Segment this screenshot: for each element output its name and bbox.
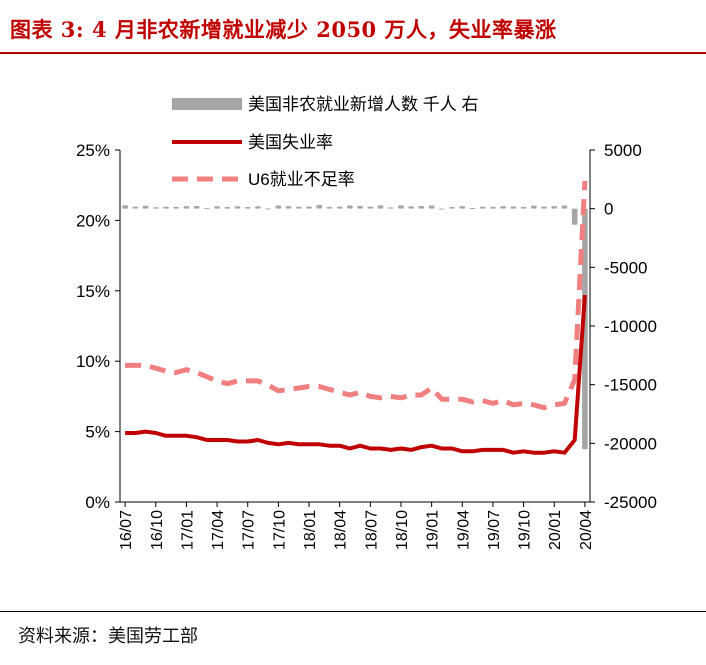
- bar-18/10: [398, 205, 404, 209]
- legend-label: 美国非农就业新增人数 千人 右: [248, 95, 478, 114]
- left-axis-tick-label: 20%: [76, 211, 110, 230]
- left-axis-tick-label: 0%: [85, 493, 110, 512]
- bar-16/07: [122, 205, 128, 209]
- bar-17/01: [183, 206, 190, 209]
- bar-16/11: [163, 206, 169, 209]
- bar-19/09: [510, 206, 517, 209]
- bar-17/09: [265, 208, 271, 210]
- right-axis-tick-label: -10000: [604, 317, 657, 336]
- title-divider: [0, 52, 706, 54]
- bar-17/02: [193, 205, 200, 209]
- top-strip: [0, 0, 706, 5]
- bar-20/02: [561, 205, 568, 209]
- x-axis-tick-label: 17/10: [271, 510, 288, 550]
- bar-19/05: [469, 207, 476, 209]
- bar-17/10: [275, 205, 282, 209]
- x-axis-tick-label: 16/07: [118, 510, 135, 550]
- left-axis-tick-label: 5%: [85, 423, 110, 442]
- bar-18/08: [377, 205, 384, 209]
- x-axis-tick-label: 16/10: [149, 510, 166, 550]
- bar-18/03: [326, 206, 333, 209]
- right-axis-tick-label: -25000: [604, 493, 657, 512]
- right-axis-tick-label: -20000: [604, 434, 657, 453]
- bar-19/06: [479, 206, 486, 209]
- bar-17/12: [295, 206, 302, 209]
- right-axis-tick-label: 5000: [604, 141, 642, 160]
- line-series: [125, 180, 588, 455]
- bar-16/12: [173, 206, 180, 209]
- page-title: 图表 3: 4 月非农新增就业减少 2050 万人，失业率暴涨: [10, 17, 557, 42]
- x-axis-tick-label: 19/07: [486, 510, 503, 550]
- x-axis-tick-label: 17/07: [241, 510, 258, 550]
- x-axis-tick-label: 18/01: [302, 510, 319, 550]
- x-axis-tick-label: 19/01: [425, 510, 442, 550]
- bar-18/12: [418, 206, 425, 209]
- bar-19/04: [459, 206, 466, 209]
- x-axis-tick-label: 20/01: [547, 510, 564, 550]
- x-axis-tick-label: 18/04: [333, 510, 350, 550]
- right-axis-tick-label: -15000: [604, 376, 657, 395]
- bar-16/09: [142, 205, 149, 209]
- bar-17/05: [224, 206, 231, 209]
- bar-16/10: [152, 207, 159, 209]
- right-axis-tick-label: 0: [604, 200, 613, 219]
- x-axis-tick-label: 17/01: [179, 510, 196, 550]
- bar-17/08: [255, 206, 261, 209]
- chart-axes: 0% 5% 10% 15% 20% 25% -25000 -20000 -15000 -10000…: [76, 141, 657, 550]
- bar-series: [122, 204, 588, 450]
- bar-18/06: [357, 205, 363, 209]
- bar-17/03: [204, 208, 210, 210]
- x-axis-tick-label: 20/04: [578, 510, 595, 550]
- bar-18/04: [336, 206, 343, 209]
- x-axis-tick-label: 17/04: [210, 510, 227, 550]
- bar-19/02: [439, 208, 445, 210]
- bar-18/09: [387, 207, 394, 209]
- legend-label: U6就业不足率: [248, 170, 355, 189]
- right-axis-tick-label: -5000: [604, 258, 647, 277]
- bar-19/03: [449, 206, 455, 209]
- bar-18/02: [316, 204, 323, 209]
- bar-17/11: [285, 206, 292, 209]
- bar-18/11: [408, 206, 415, 209]
- footer-divider: [0, 611, 706, 612]
- x-axis-tick-label: 18/10: [394, 510, 411, 550]
- x-axis-tick-label: 19/10: [517, 510, 534, 550]
- bar-16/08: [132, 206, 139, 209]
- bar-18/05: [347, 205, 353, 209]
- legend-swatch-bar: [172, 98, 242, 110]
- bar-17/07: [244, 207, 251, 209]
- bar-17/04: [214, 206, 220, 209]
- bar-19/11: [530, 205, 537, 209]
- bar-19/07: [490, 206, 496, 209]
- left-axis-tick-label: 10%: [76, 352, 110, 371]
- bar-19/01: [428, 205, 435, 209]
- bar-20/03: [571, 208, 578, 225]
- bar-19/10: [520, 206, 527, 209]
- source-note: 资料来源：美国劳工部: [18, 626, 198, 647]
- left-axis-tick-label: 15%: [76, 282, 110, 301]
- x-axis-tick-label: 18/07: [363, 510, 380, 550]
- legend-label: 美国失业率: [248, 133, 333, 152]
- x-axis-tick-label: 19/04: [455, 510, 472, 550]
- bar-18/07: [367, 206, 374, 209]
- u6-rate-line: [125, 180, 588, 411]
- bar-17/06: [234, 206, 241, 209]
- unemployment-rate-line: [125, 294, 587, 455]
- bar-19/12: [541, 206, 547, 209]
- bar-18/01: [306, 206, 312, 209]
- bar-20/04: [582, 208, 588, 450]
- left-axis-tick-label: 25%: [76, 141, 110, 160]
- bar-19/08: [500, 206, 506, 209]
- bar-20/01: [551, 206, 558, 209]
